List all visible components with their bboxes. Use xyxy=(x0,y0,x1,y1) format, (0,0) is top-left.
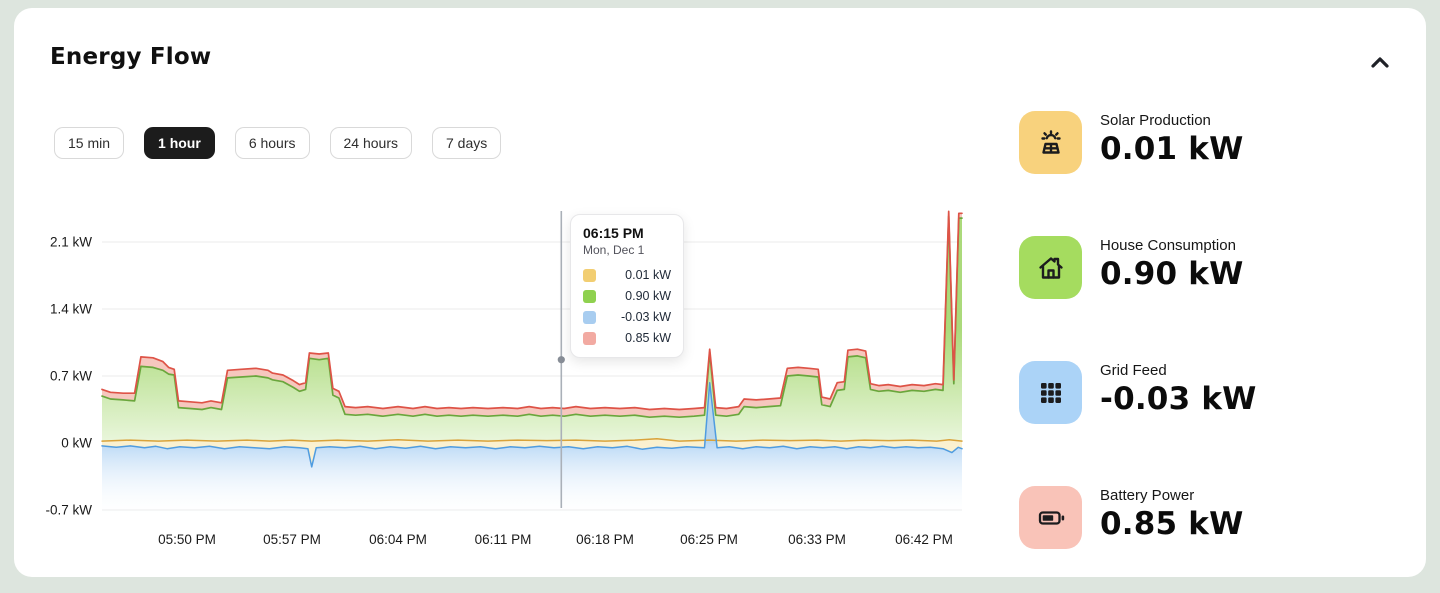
house-consumption-area xyxy=(102,216,962,443)
stat-label: Battery Power xyxy=(1100,487,1195,504)
y-axis-label: 0 kW xyxy=(61,436,92,451)
stat-battery-power: Battery Power 0.85 kW xyxy=(1019,486,1244,549)
y-axis-label: 1.4 kW xyxy=(50,302,92,317)
energy-flow-card: Energy Flow 15 min 1 hour 6 hours 24 hours 7… xyxy=(14,8,1426,577)
tooltip-row: -0.03 kW xyxy=(583,310,671,324)
stat-grid-feed: Grid Feed -0.03 kW xyxy=(1019,361,1257,424)
tooltip-value: 0.90 kW xyxy=(625,289,671,303)
stat-value: 0.90 kW xyxy=(1100,256,1244,292)
energy-flow-chart[interactable]: 2.1 kW 1.4 kW 0.7 kW 0 kW -0.7 kW 05:50 PM 05:… xyxy=(44,203,974,563)
tooltip-time: 06:15 PM xyxy=(583,225,644,241)
battery-power-line xyxy=(101,210,963,411)
tooltip-date: Mon, Dec 1 xyxy=(583,243,645,257)
stats-panel: Solar Production 0.01 kW House Consumpti… xyxy=(1019,8,1439,593)
x-axis-label: 06:04 PM xyxy=(369,532,427,547)
tooltip-swatch xyxy=(583,289,596,303)
time-range-button-24-hours[interactable]: 24 hours xyxy=(329,127,412,159)
y-axis-label: -0.7 kW xyxy=(45,502,92,517)
chevron-up-icon xyxy=(1371,57,1389,68)
x-axis-label: 06:42 PM xyxy=(895,532,953,547)
tooltip-value: 0.01 kW xyxy=(625,268,671,282)
tooltip-value: -0.03 kW xyxy=(620,310,671,324)
tooltip-row: 0.90 kW xyxy=(583,289,671,303)
tooltip-swatch xyxy=(583,268,596,282)
x-axis-label: 06:25 PM xyxy=(680,532,738,547)
stat-label: Grid Feed xyxy=(1100,362,1167,379)
house-icon xyxy=(1019,236,1082,299)
chart-tooltip: 06:15 PM Mon, Dec 1 0.01 kW 0.90 kW -0.03 … xyxy=(570,214,684,358)
stat-value: -0.03 kW xyxy=(1100,381,1257,417)
stat-value: 0.85 kW xyxy=(1100,506,1244,542)
time-range-button-6-hours[interactable]: 6 hours xyxy=(234,127,310,159)
battery-icon xyxy=(1019,486,1082,549)
tooltip-swatch xyxy=(583,310,596,324)
page-title: Energy Flow xyxy=(50,44,212,70)
x-axis-label: 06:33 PM xyxy=(788,532,846,547)
grid-feed-line xyxy=(101,381,963,468)
chart-area: 2.1 kW 1.4 kW 0.7 kW 0 kW -0.7 kW 05:50 PM 05:… xyxy=(44,203,974,563)
stat-label: House Consumption xyxy=(1100,237,1236,254)
y-axis-label: 2.1 kW xyxy=(50,235,92,250)
collapse-button[interactable] xyxy=(1360,42,1400,82)
tooltip-value: 0.85 kW xyxy=(625,331,671,345)
stat-label: Solar Production xyxy=(1100,112,1211,129)
x-axis-label: 05:57 PM xyxy=(263,532,321,547)
tooltip-row: 0.85 kW xyxy=(583,331,671,345)
stat-solar-production: Solar Production 0.01 kW xyxy=(1019,111,1244,174)
x-axis-label: 06:18 PM xyxy=(576,532,634,547)
time-range-button-15-min[interactable]: 15 min xyxy=(54,127,125,159)
solar-panel-icon xyxy=(1019,111,1082,174)
crosshair-dot xyxy=(557,356,565,364)
stat-house-consumption: House Consumption 0.90 kW xyxy=(1019,236,1244,299)
grid-feed-area xyxy=(102,382,962,518)
tooltip-row: 0.01 kW xyxy=(583,268,671,282)
stat-value: 0.01 kW xyxy=(1100,131,1244,167)
x-axis-label: 05:50 PM xyxy=(158,532,216,547)
tooltip-swatch xyxy=(583,331,596,345)
solar-production-band xyxy=(102,382,962,467)
tooltip-legend: 0.01 kW 0.90 kW -0.03 kW 0.85 kW xyxy=(583,268,671,345)
grid-icon xyxy=(1019,361,1082,424)
x-axis-label: 06:11 PM xyxy=(475,532,532,547)
time-range-selector: 15 min 1 hour 6 hours 24 hours 7 days xyxy=(54,127,502,159)
y-axis-label: 0.7 kW xyxy=(50,369,92,384)
time-range-button-1-hour[interactable]: 1 hour xyxy=(144,127,215,159)
time-range-button-7-days[interactable]: 7 days xyxy=(432,127,502,159)
